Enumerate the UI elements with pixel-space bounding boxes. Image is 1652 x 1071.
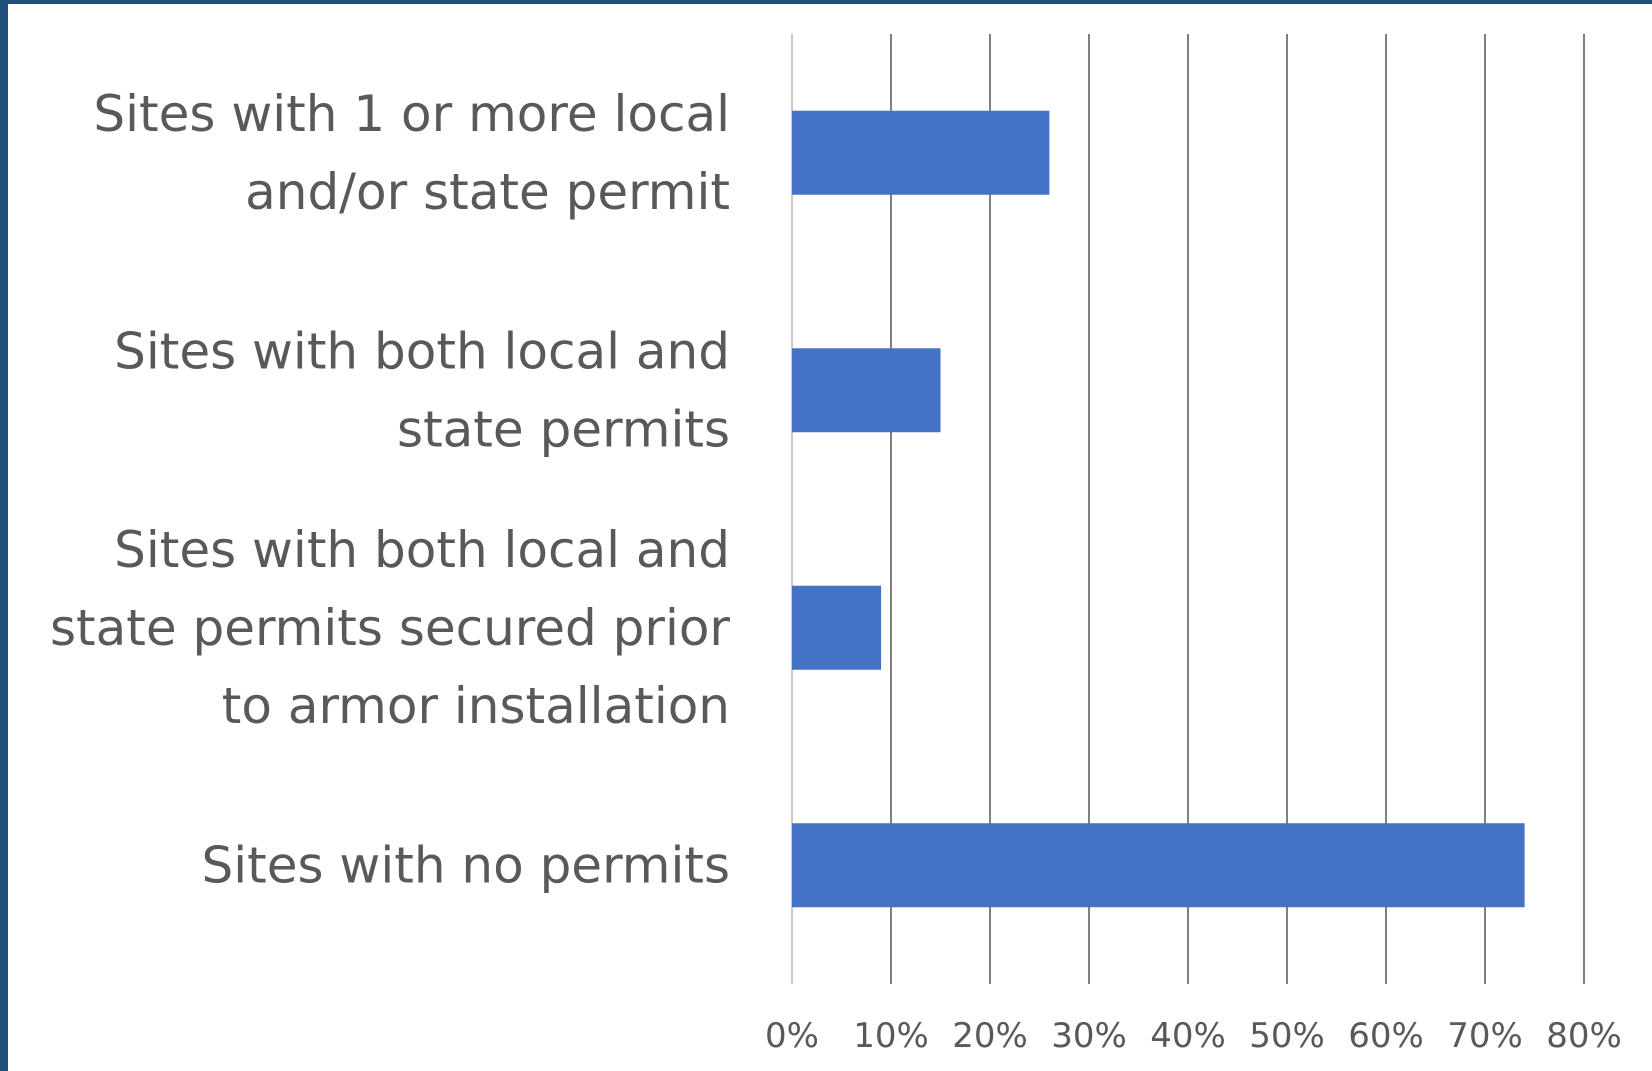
category-label: Sites with both local and [114, 521, 730, 579]
category-label: to armor installation [222, 677, 730, 735]
x-tick-label: 20% [952, 1016, 1028, 1056]
x-tick-label: 40% [1150, 1016, 1226, 1056]
bar [792, 110, 1050, 195]
category-label: state permits secured prior [50, 599, 730, 657]
x-tick-label: 70% [1447, 1016, 1523, 1056]
x-tick-label: 80% [1546, 1016, 1622, 1056]
x-tick-label: 0% [765, 1016, 819, 1056]
bar [792, 823, 1525, 908]
category-label: state permits [397, 400, 730, 458]
category-label: Sites with both local and [114, 322, 730, 380]
x-tick-label: 30% [1051, 1016, 1127, 1056]
x-tick-label: 10% [853, 1016, 929, 1056]
x-tick-label: 50% [1249, 1016, 1325, 1056]
category-label: and/or state permit [245, 163, 730, 221]
category-label: Sites with no permits [201, 836, 730, 894]
x-tick-label: 60% [1348, 1016, 1424, 1056]
bar [792, 585, 882, 670]
category-label: Sites with 1 or more local [93, 85, 730, 143]
bar [792, 348, 941, 433]
